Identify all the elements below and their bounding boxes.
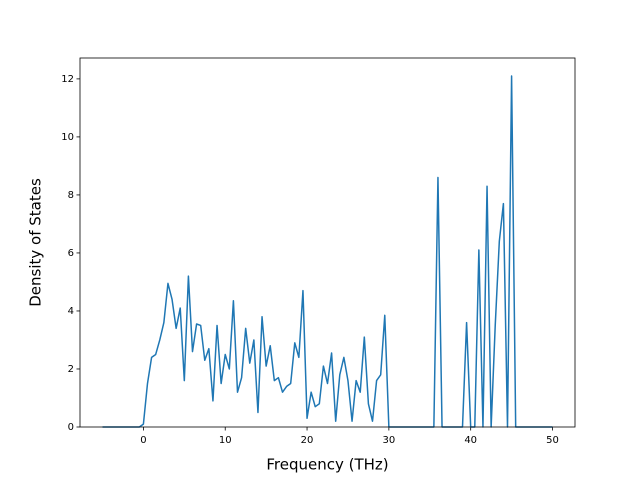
y-tick-label: 0	[68, 422, 74, 433]
y-tick-label: 8	[68, 190, 74, 201]
x-tick-label: 50	[546, 435, 559, 446]
y-tick-label: 12	[61, 74, 74, 85]
x-tick-label: 20	[301, 435, 314, 446]
y-tick-label: 4	[68, 306, 74, 317]
y-tick-label: 6	[68, 248, 74, 259]
data-line	[102, 75, 553, 428]
x-tick-label: 30	[382, 435, 395, 446]
y-tick-label: 2	[68, 364, 74, 375]
x-tick-label: 0	[140, 435, 146, 446]
x-tick-label: 40	[464, 435, 477, 446]
y-tick-label: 10	[61, 132, 74, 143]
y-axis-label: Density of States	[27, 178, 45, 307]
x-axis-label: Frequency (THz)	[266, 456, 388, 474]
axes-frame	[79, 57, 576, 428]
x-tick-label: 10	[219, 435, 232, 446]
